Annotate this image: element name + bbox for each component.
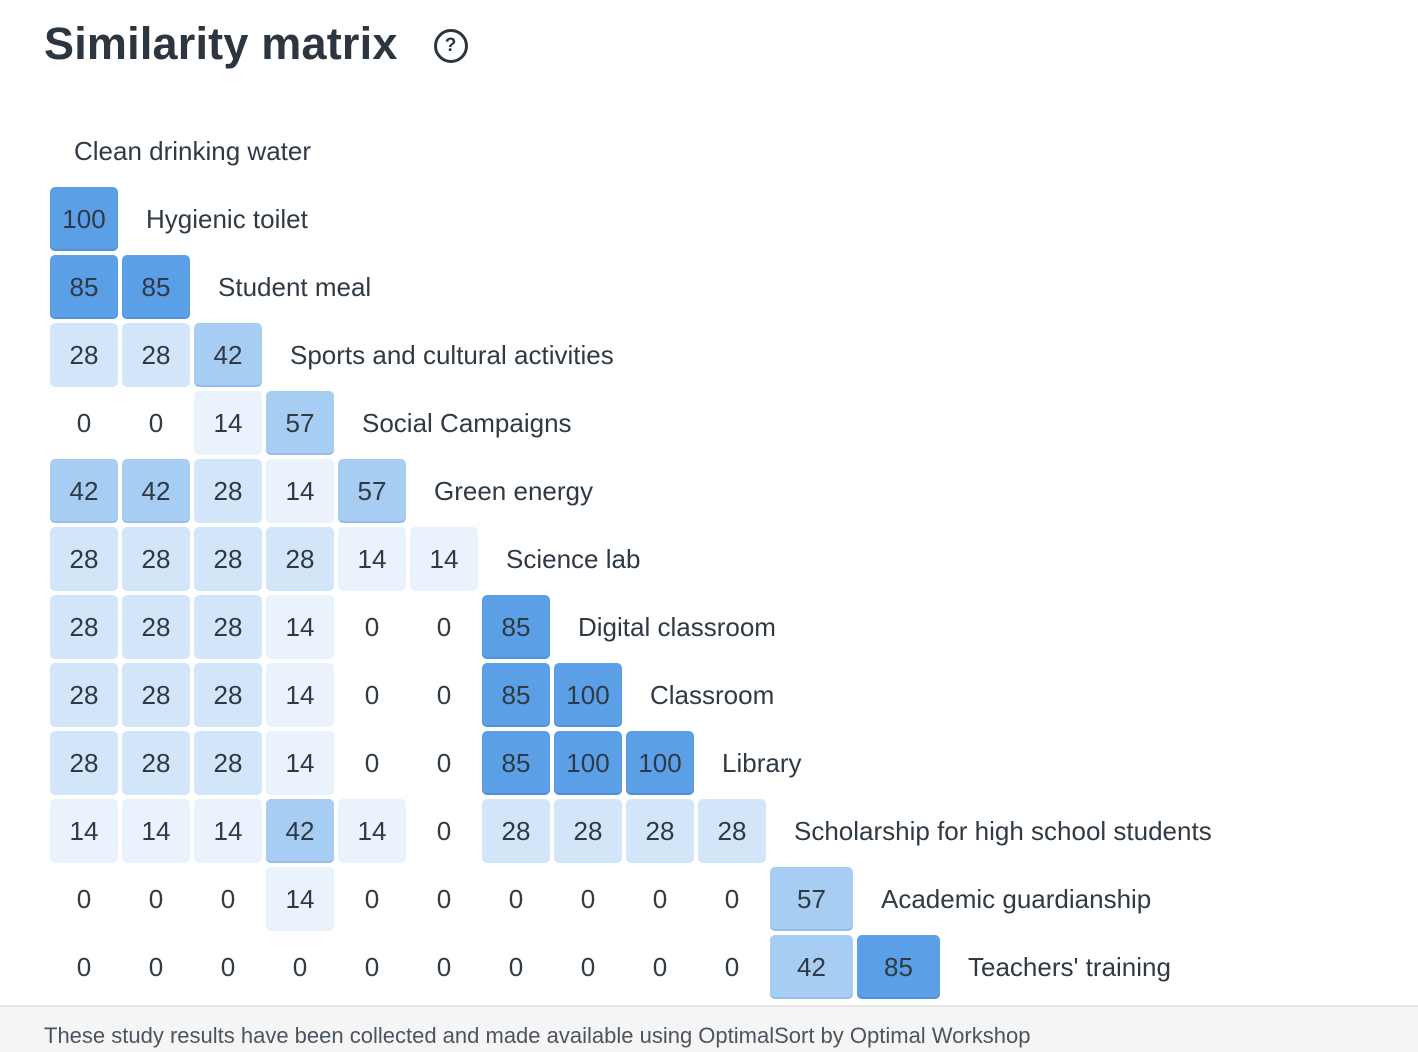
- matrix-cell[interactable]: 28: [50, 323, 118, 387]
- matrix-cell[interactable]: 14: [266, 867, 334, 931]
- matrix-cell[interactable]: 42: [770, 935, 853, 999]
- matrix-row-label: Clean drinking water: [74, 135, 312, 166]
- matrix-cell[interactable]: 57: [266, 391, 334, 455]
- matrix-row-label: Library: [722, 747, 802, 778]
- matrix-cell[interactable]: 85: [482, 595, 550, 659]
- matrix-cell[interactable]: 0: [652, 951, 668, 982]
- matrix-cell[interactable]: 28: [50, 663, 118, 727]
- page-title: Similarity matrix: [44, 18, 398, 69]
- matrix-cell[interactable]: 0: [436, 883, 452, 914]
- matrix-cell[interactable]: 28: [194, 595, 262, 659]
- matrix-cell[interactable]: 28: [194, 731, 262, 795]
- matrix-row-label: Teachers' training: [968, 951, 1171, 982]
- matrix-cell[interactable]: 0: [220, 951, 236, 982]
- matrix-cell[interactable]: 0: [580, 883, 596, 914]
- matrix-cell[interactable]: 0: [148, 407, 164, 438]
- matrix-cell[interactable]: 85: [482, 731, 550, 795]
- matrix-cell[interactable]: 28: [122, 731, 190, 795]
- matrix-cell[interactable]: 28: [50, 731, 118, 795]
- matrix-cell[interactable]: 0: [364, 883, 380, 914]
- matrix-cell[interactable]: 28: [50, 527, 118, 591]
- matrix-cell[interactable]: 14: [266, 731, 334, 795]
- matrix-cell[interactable]: 0: [76, 407, 92, 438]
- matrix-cell[interactable]: 0: [76, 883, 92, 914]
- matrix-cell[interactable]: 0: [724, 883, 740, 914]
- matrix-row-label: Digital classroom: [578, 611, 776, 642]
- matrix-cell[interactable]: 0: [436, 679, 452, 710]
- matrix-cell[interactable]: 0: [580, 951, 596, 982]
- matrix-cell[interactable]: 57: [770, 867, 853, 931]
- matrix-cell[interactable]: 85: [50, 255, 118, 319]
- matrix-cell[interactable]: 0: [148, 951, 164, 982]
- matrix-cell[interactable]: 42: [122, 459, 190, 523]
- matrix-cell[interactable]: 14: [266, 459, 334, 523]
- matrix-cell[interactable]: 0: [724, 951, 740, 982]
- matrix-cell[interactable]: 0: [364, 747, 380, 778]
- matrix-cell[interactable]: 28: [194, 459, 262, 523]
- matrix-cell[interactable]: 85: [122, 255, 190, 319]
- matrix-cell[interactable]: 85: [857, 935, 940, 999]
- matrix-cell[interactable]: 14: [194, 799, 262, 863]
- matrix-cell[interactable]: 28: [122, 595, 190, 659]
- matrix-cell[interactable]: 28: [554, 799, 622, 863]
- matrix-row-label: Green energy: [434, 475, 593, 506]
- matrix-cell[interactable]: 0: [436, 611, 452, 642]
- matrix-cell[interactable]: 100: [626, 731, 694, 795]
- matrix-row-label: Scholarship for high school students: [794, 815, 1212, 846]
- matrix-cell[interactable]: 28: [122, 323, 190, 387]
- matrix-row-label: Academic guardianship: [881, 883, 1152, 914]
- matrix-cell[interactable]: 14: [338, 799, 406, 863]
- matrix-cell[interactable]: 42: [266, 799, 334, 863]
- matrix-cell[interactable]: 28: [122, 527, 190, 591]
- matrix-cell[interactable]: 28: [698, 799, 766, 863]
- matrix-cell[interactable]: 85: [482, 663, 550, 727]
- matrix-cell[interactable]: 100: [50, 187, 118, 251]
- matrix-cell[interactable]: 0: [508, 951, 524, 982]
- matrix-cell[interactable]: 14: [266, 663, 334, 727]
- footer: These study results have been collected …: [0, 1005, 1418, 1052]
- matrix-cell[interactable]: 28: [50, 595, 118, 659]
- matrix-cell[interactable]: 14: [122, 799, 190, 863]
- matrix-cell[interactable]: 0: [508, 883, 524, 914]
- matrix-cell[interactable]: 0: [364, 951, 380, 982]
- title-row: Similarity matrix ?: [44, 14, 468, 74]
- matrix-cell[interactable]: 14: [266, 595, 334, 659]
- matrix-cell[interactable]: 0: [436, 747, 452, 778]
- matrix-cell[interactable]: 0: [148, 883, 164, 914]
- matrix-cell[interactable]: 0: [364, 611, 380, 642]
- matrix-cell[interactable]: 0: [292, 951, 308, 982]
- matrix-cell[interactable]: 100: [554, 731, 622, 795]
- matrix-row-label: Student meal: [218, 271, 372, 302]
- matrix-cell[interactable]: 42: [50, 459, 118, 523]
- matrix-cell[interactable]: 28: [482, 799, 550, 863]
- matrix-cell[interactable]: 0: [76, 951, 92, 982]
- footer-attribution: These study results have been collected …: [44, 1023, 1031, 1048]
- matrix-cell[interactable]: 14: [194, 391, 262, 455]
- matrix-cell[interactable]: 0: [220, 883, 236, 914]
- matrix-cell[interactable]: 57: [338, 459, 406, 523]
- matrix-row-label: Science lab: [506, 543, 641, 574]
- matrix-cell[interactable]: 14: [410, 527, 478, 591]
- matrix-cell[interactable]: 14: [338, 527, 406, 591]
- matrix-row-label: Hygienic toilet: [146, 203, 308, 234]
- matrix-cell[interactable]: 28: [266, 527, 334, 591]
- matrix-cell[interactable]: 28: [194, 527, 262, 591]
- matrix-cell[interactable]: 0: [436, 815, 452, 846]
- similarity-matrix: Clean drinking water 100 Hygienic toilet 85…: [50, 135, 1212, 999]
- matrix-row-label: Social Campaigns: [362, 407, 572, 438]
- matrix-row-label: Classroom: [650, 679, 775, 710]
- matrix-cell[interactable]: 42: [194, 323, 262, 387]
- matrix-cell[interactable]: 28: [194, 663, 262, 727]
- matrix-cell[interactable]: 0: [436, 951, 452, 982]
- matrix-cell[interactable]: 0: [364, 679, 380, 710]
- matrix-cell[interactable]: 28: [626, 799, 694, 863]
- matrix-cell[interactable]: 100: [554, 663, 622, 727]
- matrix-cell[interactable]: 28: [122, 663, 190, 727]
- matrix-row-label: Sports and cultural activities: [290, 339, 614, 370]
- matrix-cell[interactable]: 14: [50, 799, 118, 863]
- matrix-cell[interactable]: 0: [652, 883, 668, 914]
- question-circle-icon[interactable]: ?: [433, 29, 468, 63]
